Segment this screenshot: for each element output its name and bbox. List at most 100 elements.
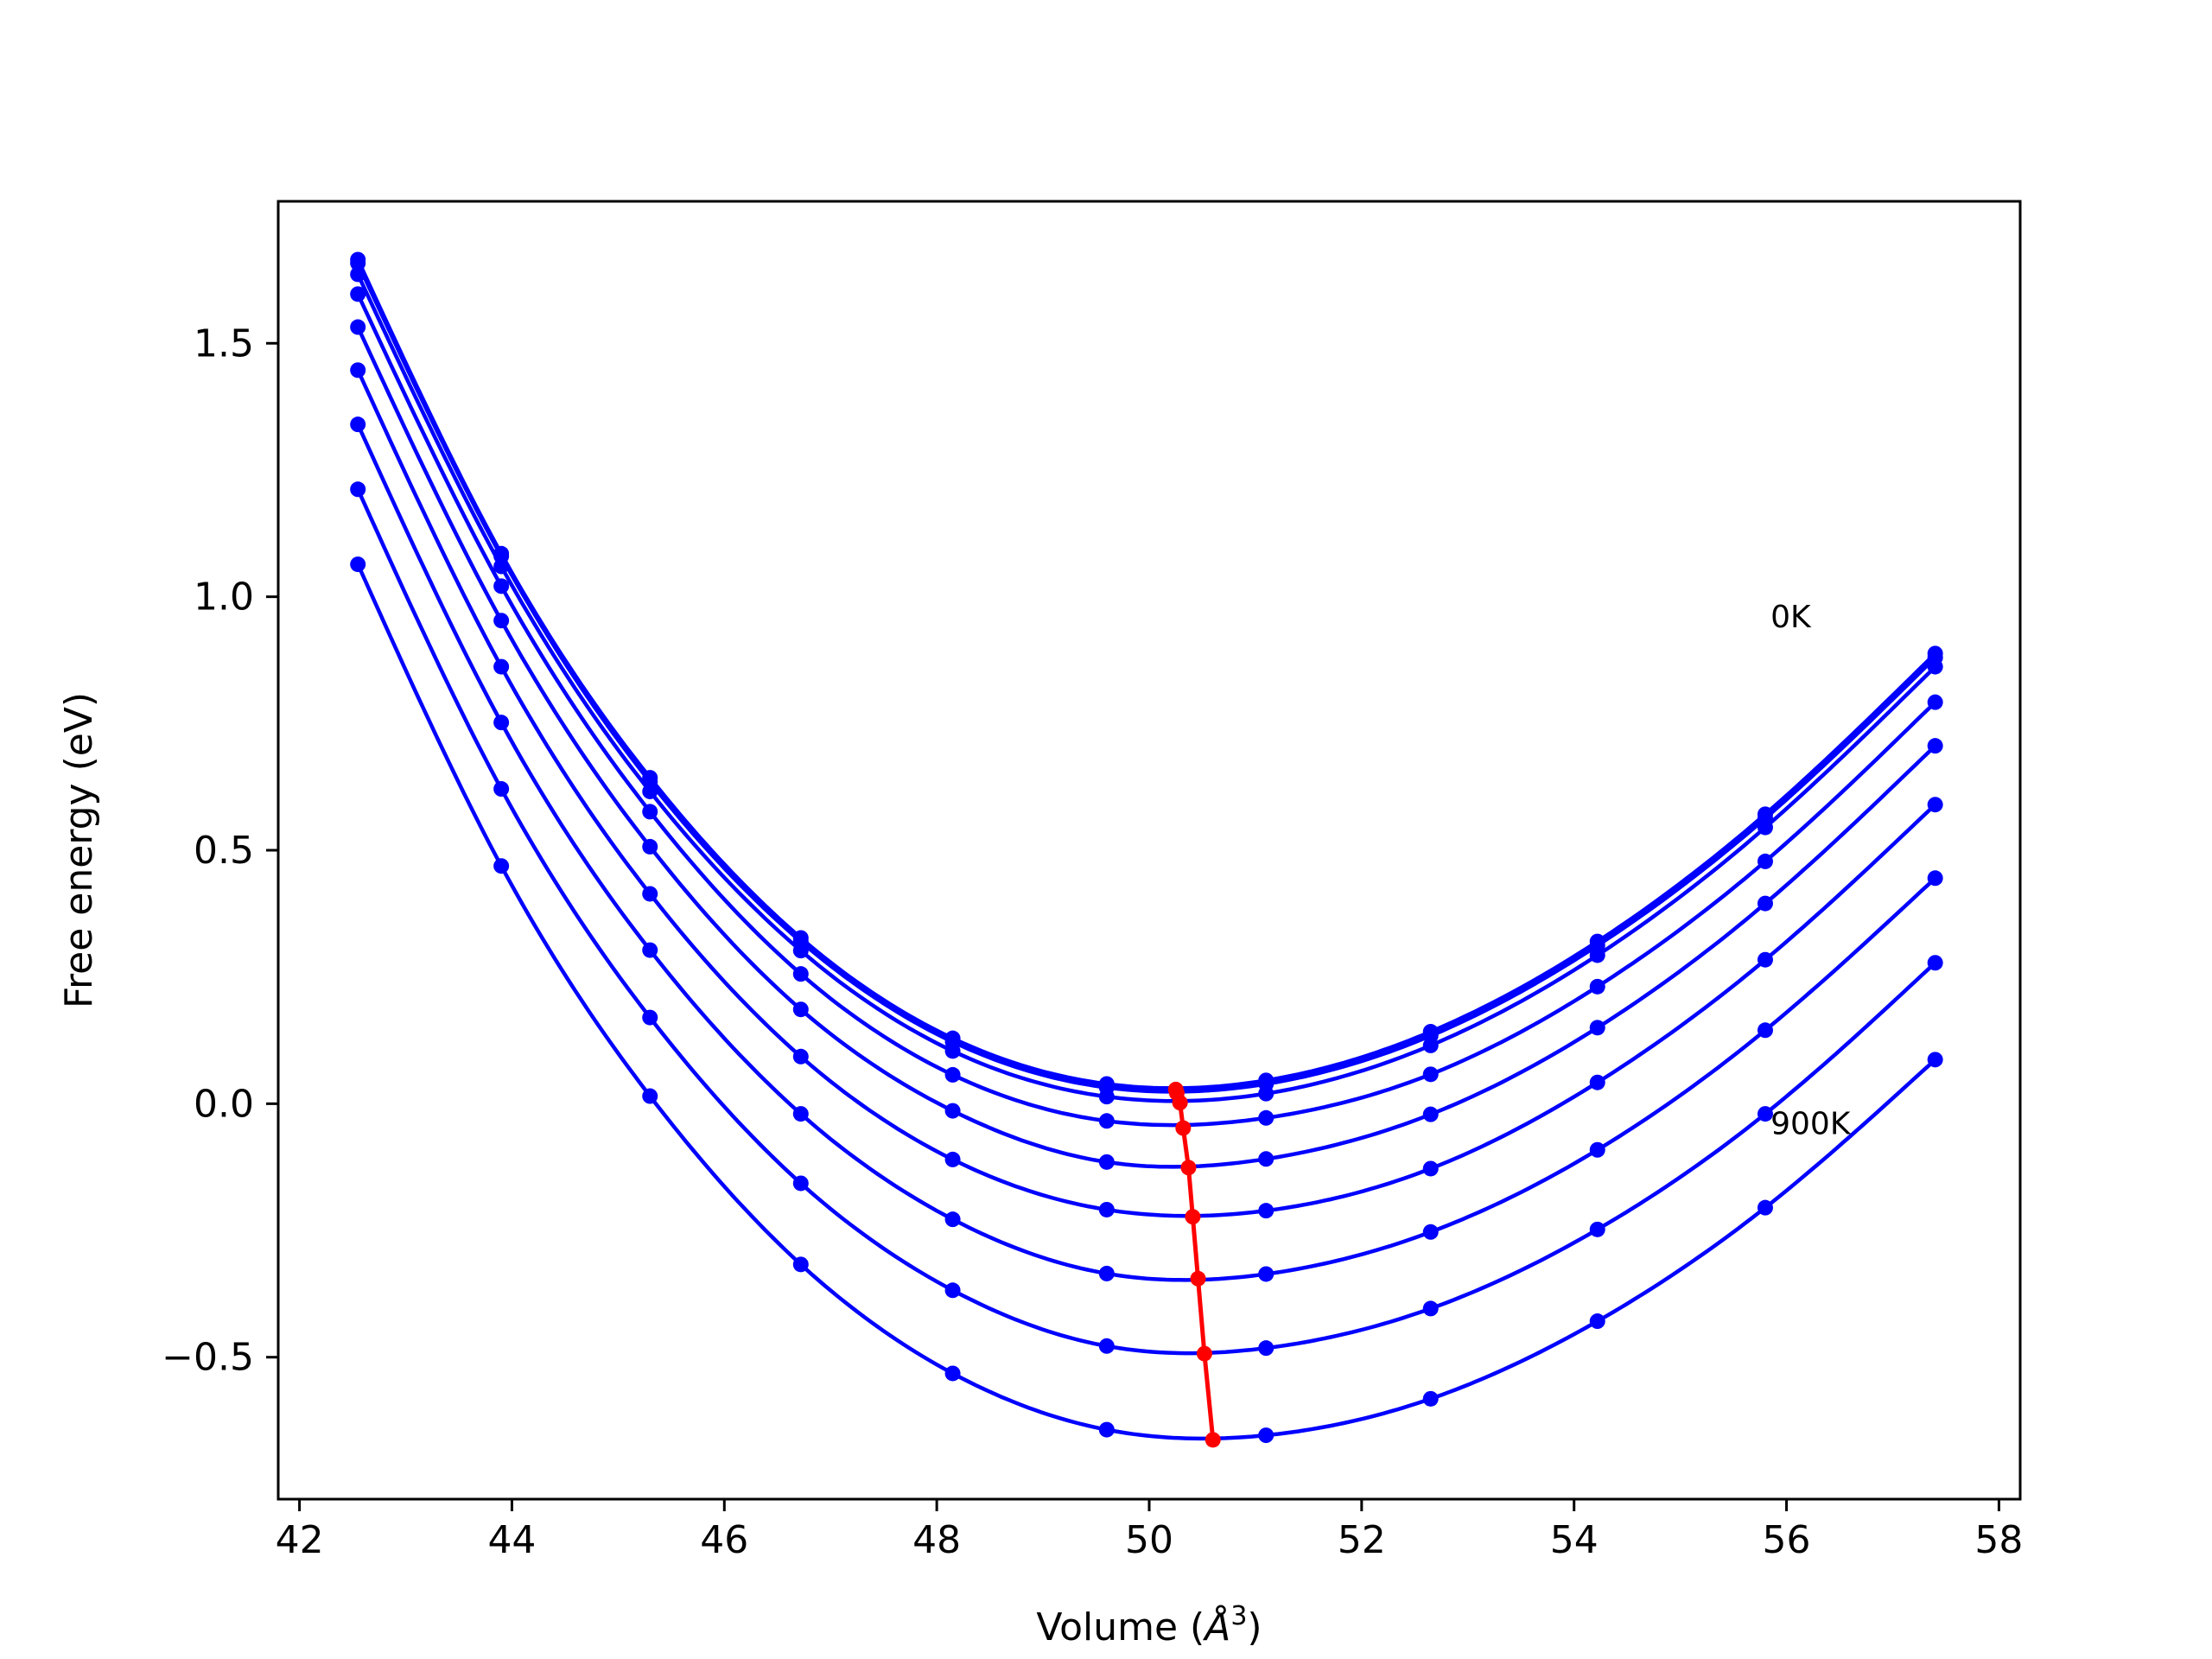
minimum-point xyxy=(1205,1432,1221,1448)
data-point xyxy=(792,1048,809,1065)
series-line xyxy=(356,563,1937,1441)
data-point xyxy=(1589,1313,1605,1330)
data-point xyxy=(792,1256,809,1273)
data-point xyxy=(1757,1022,1773,1039)
data-point xyxy=(1422,1037,1439,1053)
data-point xyxy=(1258,1340,1274,1357)
data-point xyxy=(944,1066,961,1083)
data-point xyxy=(642,942,658,958)
y-tick-label: 1.0 xyxy=(194,575,254,620)
minima-layer xyxy=(1167,1081,1221,1448)
x-tick-label: 48 xyxy=(912,1518,961,1562)
x-tick-label: 54 xyxy=(1550,1518,1599,1562)
data-point xyxy=(1422,1106,1439,1122)
y-axis-label: Free energy (eV) xyxy=(57,692,101,1008)
data-point xyxy=(1757,951,1773,968)
data-point xyxy=(1258,1266,1274,1282)
data-point xyxy=(792,1106,809,1122)
data-point xyxy=(1098,1338,1115,1354)
data-point xyxy=(792,1175,809,1192)
data-point xyxy=(1098,1089,1115,1105)
series-line xyxy=(356,258,1937,1090)
data-point xyxy=(1098,1421,1115,1438)
data-point xyxy=(1927,738,1943,754)
data-point xyxy=(1927,797,1943,813)
minimum-point xyxy=(1175,1120,1192,1136)
data-point xyxy=(1098,1113,1115,1129)
data-point xyxy=(1422,1224,1439,1240)
data-point xyxy=(944,1365,961,1382)
data-point xyxy=(642,1088,658,1104)
data-point xyxy=(350,319,366,335)
data-point xyxy=(1589,1141,1605,1158)
annotations: 0K 900K xyxy=(1770,600,1852,1142)
y-tick-label: 0.0 xyxy=(194,1082,254,1126)
series-line xyxy=(356,423,1937,1282)
data-point xyxy=(1098,1154,1115,1170)
data-point xyxy=(1258,1109,1274,1126)
minima-line xyxy=(1173,1089,1216,1440)
data-point xyxy=(1589,1074,1605,1090)
x-tick-label: 42 xyxy=(276,1518,324,1562)
data-point xyxy=(1589,947,1605,963)
series-line xyxy=(356,293,1937,1128)
series-line xyxy=(356,369,1937,1218)
data-point xyxy=(493,558,510,575)
data-point xyxy=(350,266,366,283)
data-point xyxy=(944,1211,961,1228)
data-point xyxy=(1757,1106,1773,1122)
data-point xyxy=(493,613,510,629)
data-point xyxy=(1258,1151,1274,1167)
y-axis: −0.5 0.0 0.5 1.0 1.5 xyxy=(162,321,278,1380)
data-point xyxy=(493,858,510,874)
data-point xyxy=(944,1151,961,1167)
series-line xyxy=(356,326,1937,1169)
data-point xyxy=(792,1001,809,1018)
data-point xyxy=(493,658,510,675)
minimum-point xyxy=(1190,1270,1206,1287)
curve-annotation: 0K xyxy=(1770,600,1812,635)
data-point xyxy=(1098,1265,1115,1281)
y-tick-label: 1.5 xyxy=(194,321,254,365)
series-line xyxy=(356,273,1937,1103)
data-point xyxy=(792,966,809,982)
data-point xyxy=(1589,978,1605,995)
data-point xyxy=(1258,1427,1274,1444)
data-point xyxy=(642,838,658,855)
data-point xyxy=(493,781,510,798)
curve-annotation: 900K xyxy=(1770,1107,1852,1142)
data-point xyxy=(350,286,366,302)
data-point xyxy=(1098,1201,1115,1217)
data-point xyxy=(642,783,658,799)
data-point xyxy=(350,362,366,378)
data-point xyxy=(1757,1199,1773,1216)
data-point xyxy=(1757,895,1773,912)
series-line xyxy=(356,262,1937,1094)
data-point xyxy=(1258,1203,1274,1219)
y-tick-label: 0.5 xyxy=(194,829,254,873)
data-point xyxy=(350,481,366,498)
x-tick-label: 50 xyxy=(1125,1518,1173,1562)
data-point xyxy=(1589,1020,1605,1036)
data-point xyxy=(1589,1221,1605,1237)
x-tick-label: 52 xyxy=(1338,1518,1386,1562)
data-point xyxy=(1927,870,1943,887)
x-tick-label: 44 xyxy=(487,1518,536,1562)
series-line xyxy=(356,488,1937,1356)
x-axis: 42 44 46 48 50 52 54 56 58 xyxy=(276,1499,2023,1562)
data-point xyxy=(792,943,809,959)
data-point xyxy=(350,556,366,573)
data-point xyxy=(642,1009,658,1026)
data-point xyxy=(350,255,366,271)
data-point xyxy=(1757,853,1773,869)
data-point xyxy=(1927,1052,1943,1068)
data-point xyxy=(493,715,510,731)
data-point xyxy=(1422,1066,1439,1083)
data-point xyxy=(944,1043,961,1059)
data-point xyxy=(1927,658,1943,675)
minimum-point xyxy=(1180,1160,1197,1176)
x-tick-label: 46 xyxy=(700,1518,748,1562)
curves-layer xyxy=(350,251,1943,1444)
x-axis-label: Volume (Å3) xyxy=(1036,1601,1262,1649)
